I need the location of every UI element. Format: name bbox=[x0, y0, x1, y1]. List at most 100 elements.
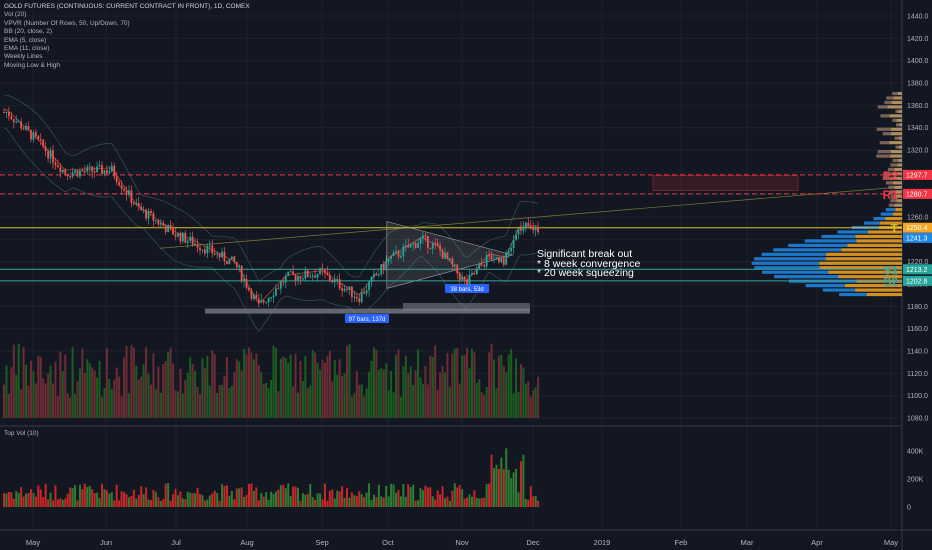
chart-title: GOLD FUTURES (CONTINUOUS: CURRENT CONTRA… bbox=[4, 3, 250, 10]
volume-bar bbox=[83, 372, 86, 418]
top-vol-bar bbox=[130, 496, 133, 507]
candle-body bbox=[517, 227, 520, 235]
candle-body bbox=[446, 252, 449, 260]
volume-bar bbox=[434, 345, 437, 418]
annotation-line: * 8 week convergence bbox=[537, 257, 641, 270]
volume-bar bbox=[223, 376, 226, 418]
candle-body bbox=[132, 203, 135, 205]
candle-body bbox=[57, 165, 59, 168]
candle-body bbox=[101, 165, 103, 174]
top-vol-bar bbox=[448, 500, 451, 507]
top-vol-bar bbox=[103, 489, 106, 507]
profile-row-down bbox=[889, 141, 902, 145]
volume-bar bbox=[81, 348, 84, 418]
candle-body bbox=[522, 227, 525, 231]
candle-body bbox=[515, 234, 517, 241]
profile-row-down bbox=[890, 154, 902, 158]
candle-body bbox=[172, 226, 174, 235]
price-tag-label: 1297.7 bbox=[906, 172, 928, 179]
volume-tick-label: 200K bbox=[907, 477, 924, 484]
legend-item[interactable]: BB (20, close, 2) bbox=[4, 28, 53, 36]
top-vol-bar bbox=[169, 500, 172, 507]
top-vol-bar bbox=[152, 489, 155, 507]
sub-pane-title[interactable]: Top Vol (10) bbox=[4, 430, 39, 437]
candle-body bbox=[216, 253, 219, 255]
volume-bar bbox=[157, 366, 160, 418]
profile-row-up bbox=[837, 230, 868, 234]
volume-bar bbox=[355, 371, 358, 418]
candle-body bbox=[537, 227, 539, 233]
volume-bar bbox=[113, 379, 116, 418]
top-vol-bar bbox=[326, 500, 329, 507]
legend-item[interactable]: EMA (5, close) bbox=[4, 36, 47, 44]
top-vol-bar bbox=[262, 496, 265, 507]
top-vol-bar bbox=[113, 500, 116, 507]
top-vol-bar bbox=[419, 488, 422, 507]
candle-body bbox=[30, 129, 32, 140]
legend-item[interactable]: Moving Low & High bbox=[4, 61, 60, 69]
top-vol-bar bbox=[64, 498, 67, 507]
candle-body bbox=[463, 276, 466, 280]
legend-item[interactable]: Weekly Lines bbox=[4, 53, 43, 61]
top-vol-bar bbox=[123, 492, 126, 507]
volume-bar bbox=[321, 359, 324, 418]
volume-bar bbox=[7, 393, 10, 418]
legend-item[interactable]: EMA (11, close) bbox=[4, 45, 50, 53]
candle-body bbox=[243, 278, 245, 281]
volume-bar bbox=[387, 390, 390, 418]
target-zone bbox=[652, 175, 799, 191]
top-vol-bar bbox=[196, 487, 199, 507]
candle-body bbox=[328, 274, 331, 281]
candle-body bbox=[524, 222, 527, 228]
volume-bar bbox=[397, 349, 400, 418]
volume-bar bbox=[265, 382, 268, 418]
legend-item[interactable]: VPVR (Number Of Rows, 50, Up/Down, 70) bbox=[4, 19, 130, 27]
volume-bar bbox=[314, 352, 317, 418]
candle-body bbox=[436, 243, 439, 246]
trend-line bbox=[159, 186, 903, 249]
profile-row-up bbox=[773, 275, 839, 279]
candle-body bbox=[439, 245, 441, 251]
volume-bar bbox=[333, 359, 336, 418]
candle-body bbox=[255, 294, 258, 299]
top-vol-bar bbox=[446, 496, 449, 507]
candle-body bbox=[96, 166, 98, 173]
candle-body bbox=[270, 297, 272, 299]
candle-body bbox=[373, 274, 375, 277]
volume-bar bbox=[287, 362, 290, 418]
volume-bar bbox=[485, 386, 488, 418]
candle-body bbox=[81, 170, 84, 172]
volume-bar bbox=[274, 347, 277, 418]
top-vol-bar bbox=[201, 495, 204, 507]
volume-bar bbox=[470, 348, 473, 418]
top-vol-bar bbox=[301, 493, 304, 507]
price-tick-label: 1140.0 bbox=[907, 349, 928, 356]
volume-bar bbox=[74, 393, 77, 418]
volume-bar bbox=[93, 370, 96, 418]
candle-body bbox=[98, 165, 101, 167]
top-vol-bar bbox=[466, 497, 469, 507]
volume-bar bbox=[230, 385, 233, 418]
volume-bar bbox=[54, 361, 57, 418]
candle-body bbox=[493, 258, 495, 260]
candle-body bbox=[331, 280, 334, 283]
candle-body bbox=[488, 255, 490, 257]
profile-row-down bbox=[896, 118, 902, 122]
candle-body bbox=[353, 296, 356, 298]
top-vol-bar bbox=[284, 488, 287, 507]
volume-bar bbox=[44, 383, 47, 418]
volume-bar bbox=[524, 383, 527, 418]
time-tick-label: Jul bbox=[171, 538, 181, 547]
legend-item[interactable]: Vol (20) bbox=[4, 11, 27, 19]
candle-body bbox=[495, 257, 498, 259]
top-vol-bar bbox=[12, 498, 15, 507]
top-vol-bar bbox=[534, 495, 537, 507]
candle-body bbox=[199, 247, 201, 251]
top-vol-bar bbox=[299, 500, 302, 507]
candle-body bbox=[130, 190, 133, 204]
candle-body bbox=[189, 236, 192, 241]
volume-bar bbox=[431, 356, 434, 418]
top-vol-bar bbox=[279, 485, 282, 507]
profile-row-down bbox=[819, 261, 902, 265]
